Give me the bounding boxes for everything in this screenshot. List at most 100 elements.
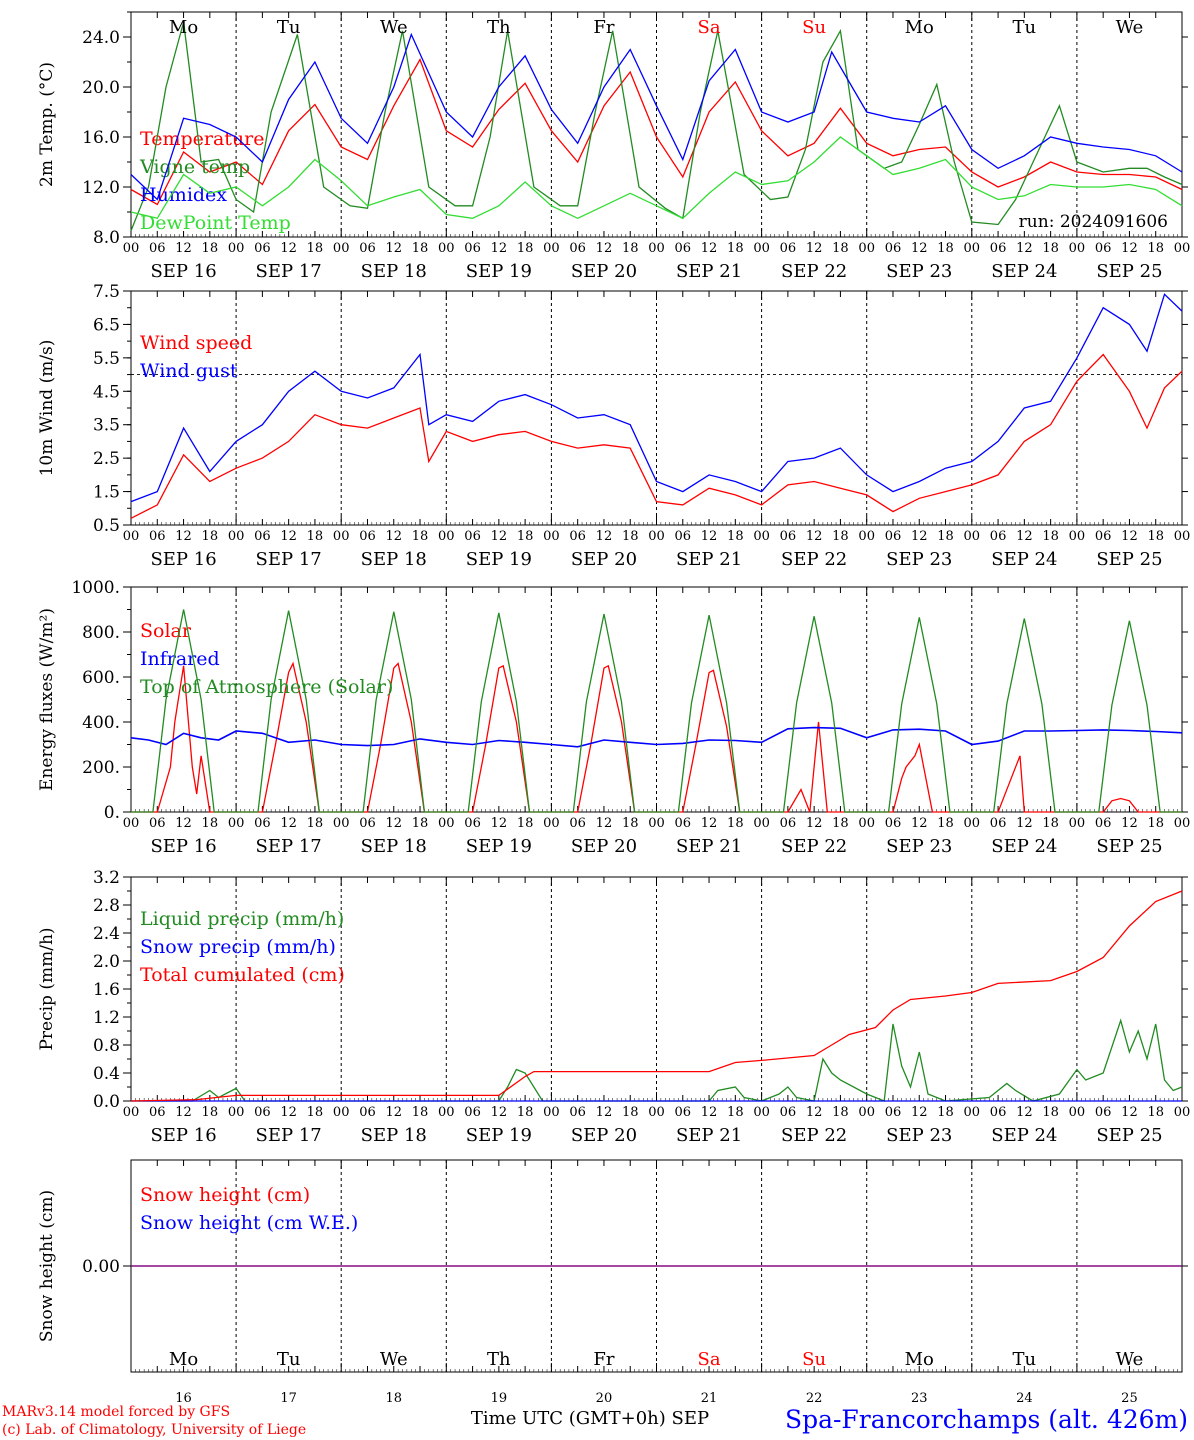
hour-tick-label: 00 [543, 529, 560, 544]
hour-tick-label: 00 [858, 816, 875, 831]
hour-tick-label: 18 [412, 816, 429, 831]
hour-tick-label: 00 [753, 1105, 770, 1120]
hour-tick-label: 06 [675, 816, 692, 831]
model-credit: MARv3.14 model forced by GFS [2, 1404, 230, 1420]
hour-tick-label: 00 [1069, 529, 1086, 544]
date-label: SEP 25 [1096, 1125, 1162, 1146]
hour-tick-label: 06 [149, 816, 166, 831]
day-of-week-label: Tu [277, 17, 301, 38]
date-label: SEP 24 [991, 1125, 1057, 1146]
hour-tick-label: 12 [1016, 1105, 1033, 1120]
legend-entry: Infrared [140, 648, 220, 670]
hour-tick-label: 12 [280, 1105, 297, 1120]
day-number-label: 24 [1016, 1391, 1033, 1406]
day-of-week-label: Th [487, 17, 511, 38]
hour-tick-label: 00 [438, 1105, 455, 1120]
date-label: SEP 25 [1096, 836, 1162, 857]
y-tick-label: 3.5 [93, 416, 120, 436]
hour-tick-label: 00 [648, 816, 665, 831]
hour-tick-label: 12 [175, 1105, 192, 1120]
date-label: SEP 18 [361, 261, 427, 282]
hour-tick-label: 06 [569, 241, 586, 256]
y-tick-label: 0.00 [82, 1257, 120, 1277]
hour-tick-label: 18 [832, 241, 849, 256]
hour-tick-label: 00 [228, 241, 245, 256]
date-label: SEP 19 [466, 836, 532, 857]
hour-tick-label: 06 [885, 529, 902, 544]
hour-tick-label: 12 [701, 529, 718, 544]
hour-tick-label: 06 [149, 1105, 166, 1120]
legend-entry: Wind speed [140, 332, 252, 354]
hour-tick-label: 06 [359, 241, 376, 256]
hour-tick-label: 18 [727, 1105, 744, 1120]
series-line-total-cumulated-cm- [130, 890, 1183, 1102]
day-of-week-label: Tu [1013, 1349, 1037, 1370]
hour-tick-label: 06 [780, 241, 797, 256]
y-tick-label: 2.5 [93, 449, 120, 469]
hour-tick-label: 18 [622, 1105, 639, 1120]
y-tick-label: 12.0 [82, 178, 120, 198]
hour-tick-label: 00 [228, 816, 245, 831]
y-tick-label: 0.8 [93, 1036, 120, 1056]
hour-tick-label: 12 [701, 1105, 718, 1120]
y-tick-label: 6.5 [93, 315, 120, 335]
legend-entry: Solar [140, 620, 192, 642]
hour-tick-label: 00 [123, 1105, 140, 1120]
hour-tick-label: 00 [1174, 1105, 1191, 1120]
date-label: SEP 19 [466, 261, 532, 282]
hour-tick-label: 18 [832, 1105, 849, 1120]
hour-tick-label: 00 [1174, 241, 1191, 256]
hour-tick-label: 12 [280, 241, 297, 256]
date-label: SEP 18 [361, 836, 427, 857]
date-label: SEP 16 [150, 549, 216, 570]
x-axis-label: Time UTC (GMT+0h) SEP [471, 1408, 709, 1429]
hour-tick-label: 18 [307, 1105, 324, 1120]
y-tick-label: 400. [82, 713, 120, 733]
hour-tick-label: 06 [1095, 1105, 1112, 1120]
hour-tick-label: 18 [1042, 1105, 1059, 1120]
date-label: SEP 24 [991, 261, 1057, 282]
hour-tick-label: 12 [280, 529, 297, 544]
hour-tick-label: 18 [727, 816, 744, 831]
hour-tick-label: 18 [1042, 529, 1059, 544]
hour-tick-label: 18 [307, 529, 324, 544]
date-label: SEP 20 [571, 1125, 637, 1146]
hour-tick-label: 06 [990, 816, 1007, 831]
date-label: SEP 22 [781, 1125, 847, 1146]
panel-energy: 00 06 12 18 00 06 12 18 00 06 12 18 00 06 12 18 00 06 12 18… [37, 578, 1190, 857]
hour-tick-label: 00 [123, 529, 140, 544]
hour-tick-label: 12 [1016, 241, 1033, 256]
run-label: run: 2024091606 [1019, 212, 1168, 232]
date-label: SEP 19 [466, 549, 532, 570]
hour-tick-label: 06 [990, 1105, 1007, 1120]
day-of-week-label: We [1116, 17, 1144, 38]
lab-credit: (c) Lab. of Climatology, University of L… [2, 1422, 306, 1438]
hour-tick-label: 06 [464, 241, 481, 256]
hour-tick-label: 12 [175, 816, 192, 831]
y-tick-label: 24.0 [82, 28, 120, 48]
day-number-label: 17 [280, 1391, 297, 1406]
date-label: SEP 16 [150, 261, 216, 282]
hour-tick-label: 12 [911, 241, 928, 256]
y-axis-label: 10m Wind (m/s) [37, 340, 57, 477]
y-tick-label: 800. [82, 623, 120, 643]
day-of-week-label: Sa [698, 1349, 721, 1370]
hour-tick-label: 06 [990, 529, 1007, 544]
day-of-week-label: Mo [169, 1349, 198, 1370]
hour-tick-label: 18 [622, 529, 639, 544]
hour-tick-label: 06 [254, 529, 271, 544]
hour-tick-label: 00 [1069, 1105, 1086, 1120]
series-line-temperature [130, 57, 1183, 206]
hour-tick-label: 18 [517, 529, 534, 544]
hour-tick-label: 18 [622, 241, 639, 256]
hour-tick-label: 12 [911, 1105, 928, 1120]
hour-tick-label: 18 [412, 1105, 429, 1120]
y-tick-label: 0. [104, 803, 120, 823]
hour-tick-label: 06 [254, 816, 271, 831]
date-label: SEP 16 [150, 1125, 216, 1146]
hour-tick-label: 06 [1095, 241, 1112, 256]
hour-tick-label: 00 [333, 529, 350, 544]
hour-tick-label: 00 [964, 241, 981, 256]
day-of-week-label: We [1116, 1349, 1144, 1370]
hour-tick-label: 12 [1121, 1105, 1138, 1120]
